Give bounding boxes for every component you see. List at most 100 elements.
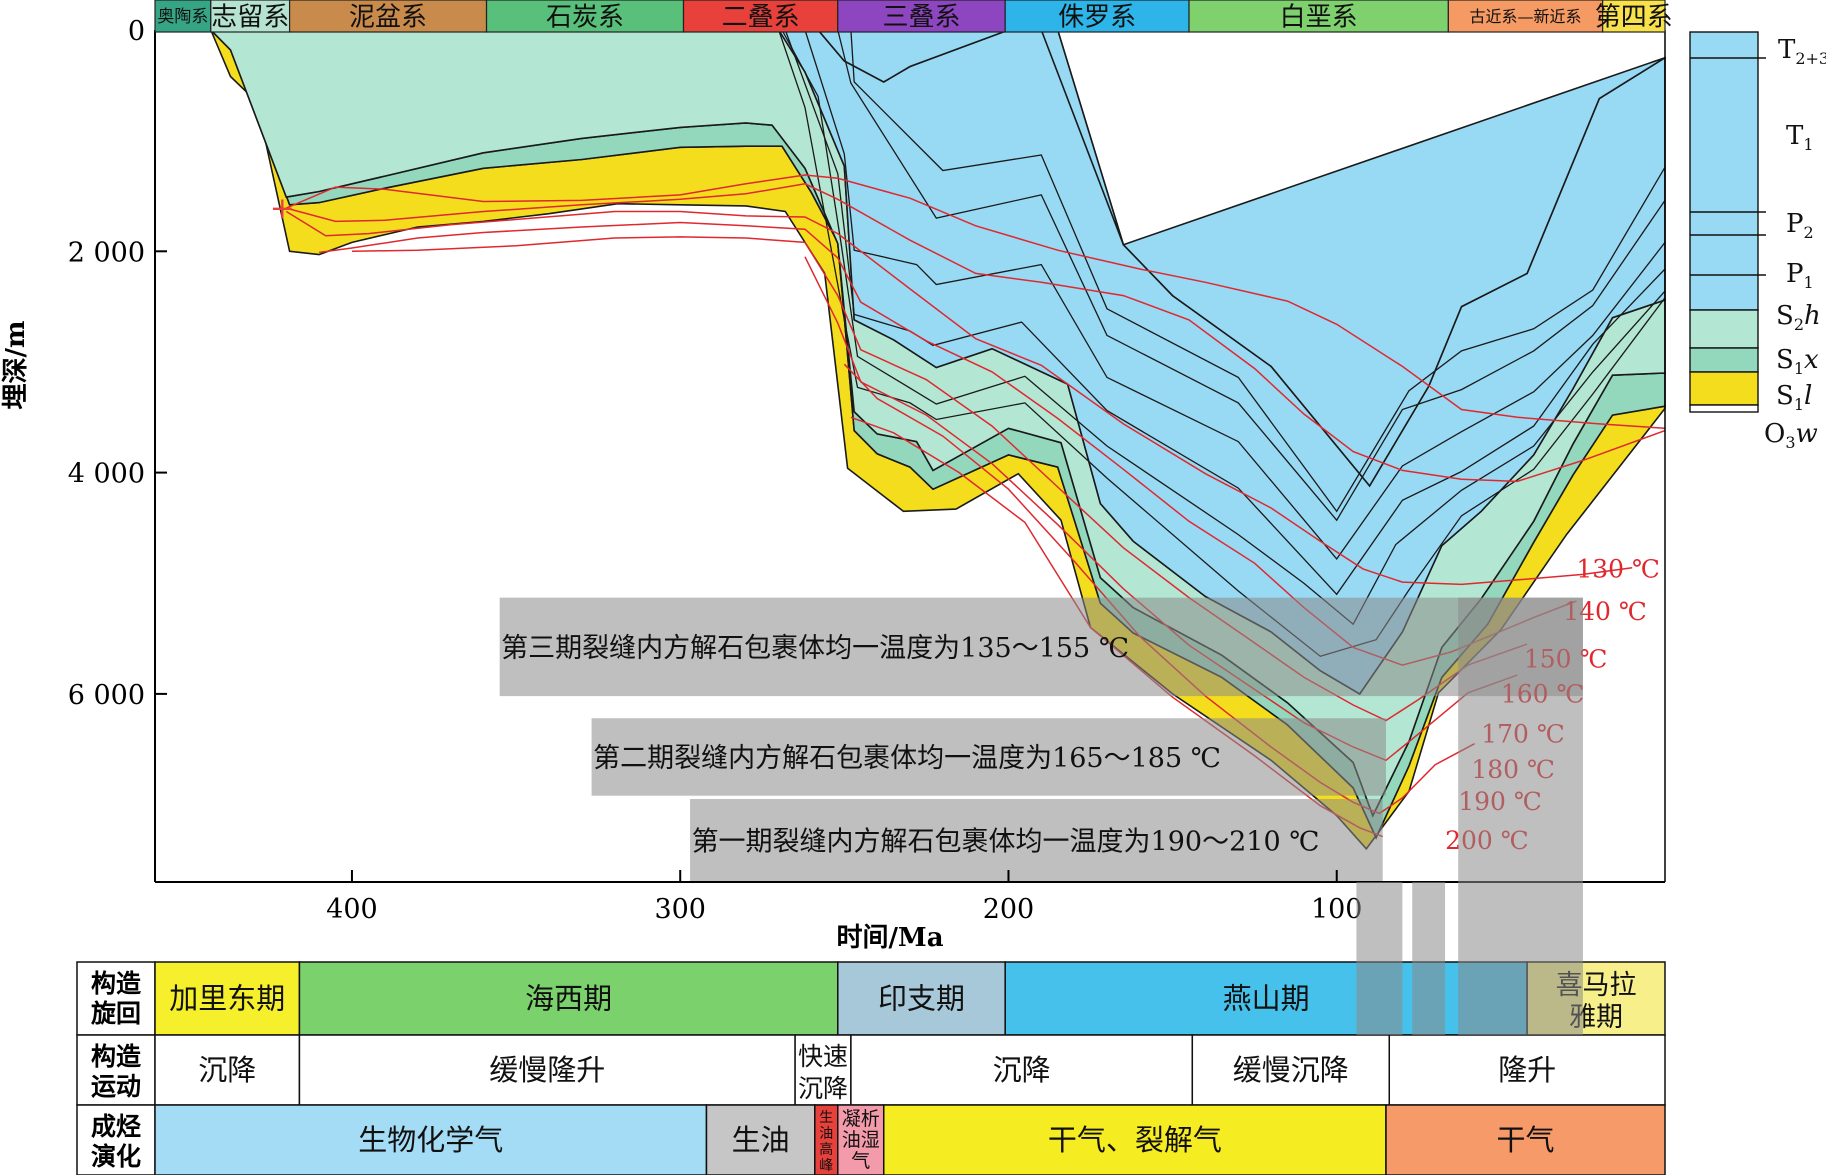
inclusion-band-2 bbox=[591, 718, 1386, 796]
table-cell bbox=[1385, 1104, 1666, 1175]
period-label: 奥陶系 bbox=[157, 7, 208, 27]
isotherm-170 bbox=[351, 236, 1528, 722]
boundary-line-3 bbox=[804, 29, 1666, 560]
y-tick-label: 0 bbox=[128, 16, 145, 47]
table-cell bbox=[298, 1034, 796, 1106]
row-header-label: 构造 bbox=[91, 1042, 141, 1071]
table-cell-label: 生物化学气 bbox=[358, 1123, 503, 1157]
table-cell bbox=[882, 1104, 1387, 1175]
table-cell-label: 快速 bbox=[798, 1042, 848, 1071]
legend-label-p2: P2 bbox=[1786, 209, 1814, 242]
table-cell-label: 隆升 bbox=[1498, 1053, 1556, 1087]
legend-label-p1: P1 bbox=[1786, 259, 1814, 292]
period-label: 三叠系 bbox=[882, 2, 960, 32]
timing-band-3 bbox=[1458, 597, 1583, 1035]
table-cell-label: 沉降 bbox=[993, 1053, 1051, 1087]
isotherm-140 bbox=[286, 183, 1666, 483]
period-cell bbox=[1188, 0, 1449, 33]
inclusion-band-label-2: 第二期裂缝内方解石包裹体均一温度为165～185 ℃ bbox=[593, 743, 1221, 774]
row-header-label: 旋回 bbox=[91, 999, 141, 1028]
table-cell-label: 油 bbox=[819, 1126, 833, 1142]
x-tick-label: 400 bbox=[326, 894, 378, 925]
table-cell bbox=[705, 1104, 816, 1175]
table-cell-label: 加里东期 bbox=[169, 982, 285, 1016]
inclusion-band-label-1: 第一期裂缝内方解石包裹体均一温度为190～210 ℃ bbox=[692, 827, 1320, 858]
legend-label-s1x: S1x bbox=[1776, 345, 1819, 378]
row-header-label: 运动 bbox=[91, 1072, 141, 1101]
table-cell-label: 高 bbox=[819, 1141, 833, 1158]
axes: 0 2 000 4 000 6 000 400 300 200 100 bbox=[68, 16, 1666, 925]
period-label: 白垩系 bbox=[1280, 2, 1358, 32]
x-tick-label: 100 bbox=[1311, 894, 1363, 925]
boundary-line-6 bbox=[778, 29, 1666, 658]
table-cell-label: 峰 bbox=[819, 1158, 833, 1174]
table-cell-label: 燕山期 bbox=[1223, 982, 1310, 1016]
table-cell-label: 干气、裂解气 bbox=[1048, 1123, 1222, 1157]
boundary-line-4 bbox=[784, 29, 1666, 596]
period-cell bbox=[485, 0, 685, 33]
row-header-cell bbox=[76, 961, 156, 1036]
table-cell-label: 凝析 bbox=[842, 1108, 880, 1130]
table-cell-label: 缓慢隆升 bbox=[489, 1053, 605, 1087]
legend-label-s2h: S2h bbox=[1776, 301, 1821, 334]
legend-swatch bbox=[1689, 309, 1759, 349]
table-cell-label: 气 bbox=[851, 1150, 870, 1172]
boundary-line-2 bbox=[837, 29, 1666, 522]
layer-boundaries bbox=[778, 29, 1666, 658]
x-tick-label: 300 bbox=[654, 894, 706, 925]
row-header-label: 演化 bbox=[91, 1142, 141, 1171]
period-label: 侏罗系 bbox=[1058, 2, 1136, 32]
table-cell-label: 油湿 bbox=[842, 1129, 880, 1151]
timing-band-2 bbox=[1412, 882, 1446, 1035]
isotherm-150 bbox=[285, 210, 1633, 586]
period-label: 古近系—新近系 bbox=[1469, 7, 1581, 26]
table-cell bbox=[837, 961, 1006, 1036]
y-tick-label: 4 000 bbox=[68, 459, 145, 490]
table-cell-label: 干气 bbox=[1496, 1123, 1554, 1157]
boundary-line-5 bbox=[781, 29, 1666, 626]
timing-band-1 bbox=[1356, 882, 1403, 1035]
period-cell bbox=[1602, 0, 1666, 33]
geologic-period-bar: 奥陶系 志留系 泥盆系 石炭系 二叠系 三叠系 侏罗系 白垩系 古近系—新近系 第四系 bbox=[154, 0, 1673, 33]
table-cell-label: 沉降 bbox=[798, 1074, 848, 1103]
start-marker: + bbox=[270, 191, 295, 226]
table-cell bbox=[154, 1034, 301, 1106]
period-label: 泥盆系 bbox=[349, 2, 427, 32]
isotherm-label-130: 130 ℃ bbox=[1576, 555, 1660, 584]
legend-label-o3w: O3w bbox=[1764, 419, 1818, 452]
x-tick-label: 200 bbox=[983, 894, 1035, 925]
table-cell bbox=[154, 1104, 708, 1175]
legend-label-s1l: S1l bbox=[1776, 381, 1812, 414]
table-cell bbox=[850, 1034, 1194, 1106]
period-cell bbox=[837, 0, 1006, 33]
table-cell bbox=[1388, 1034, 1666, 1106]
period-label: 二叠系 bbox=[722, 2, 800, 32]
table-cell-label: 缓慢沉降 bbox=[1233, 1053, 1349, 1087]
period-cell bbox=[1447, 0, 1604, 33]
inclusion-band-1 bbox=[690, 799, 1383, 882]
table-cell-label: 海西期 bbox=[525, 982, 612, 1016]
row-header-label: 成烃 bbox=[91, 1112, 141, 1141]
table-cell-label: 沉降 bbox=[198, 1053, 256, 1087]
row-header-cell bbox=[76, 1104, 156, 1175]
table-cell bbox=[794, 1034, 852, 1106]
inclusion-band-3 bbox=[499, 597, 1583, 697]
inclusion-band-label-3: 第三期裂缝内方解石包裹体均一温度为135～155 ℃ bbox=[501, 633, 1129, 664]
period-cell bbox=[682, 0, 839, 33]
legend-swatch bbox=[1689, 371, 1759, 406]
legend-swatch bbox=[1689, 347, 1759, 373]
table-cell bbox=[1191, 1034, 1391, 1106]
y-tick-label: 6 000 bbox=[68, 680, 145, 711]
table-cell bbox=[154, 961, 301, 1036]
table-cell-label: 生油 bbox=[732, 1123, 790, 1157]
legend-label-t23: T2+3 bbox=[1778, 35, 1826, 68]
table-cell-label: 印支期 bbox=[878, 982, 965, 1016]
vertical-timing-bands bbox=[1356, 597, 1583, 1035]
legend-swatch bbox=[1689, 404, 1759, 413]
inclusion-temperature-bands: 第三期裂缝内方解石包裹体均一温度为135～155 ℃ 第二期裂缝内方解石包裹体均一… bbox=[270, 191, 1660, 882]
x-axis-label: 时间/Ma bbox=[836, 923, 943, 953]
table-cell-label: 生 bbox=[819, 1110, 833, 1126]
y-tick-label: 2 000 bbox=[68, 237, 145, 268]
